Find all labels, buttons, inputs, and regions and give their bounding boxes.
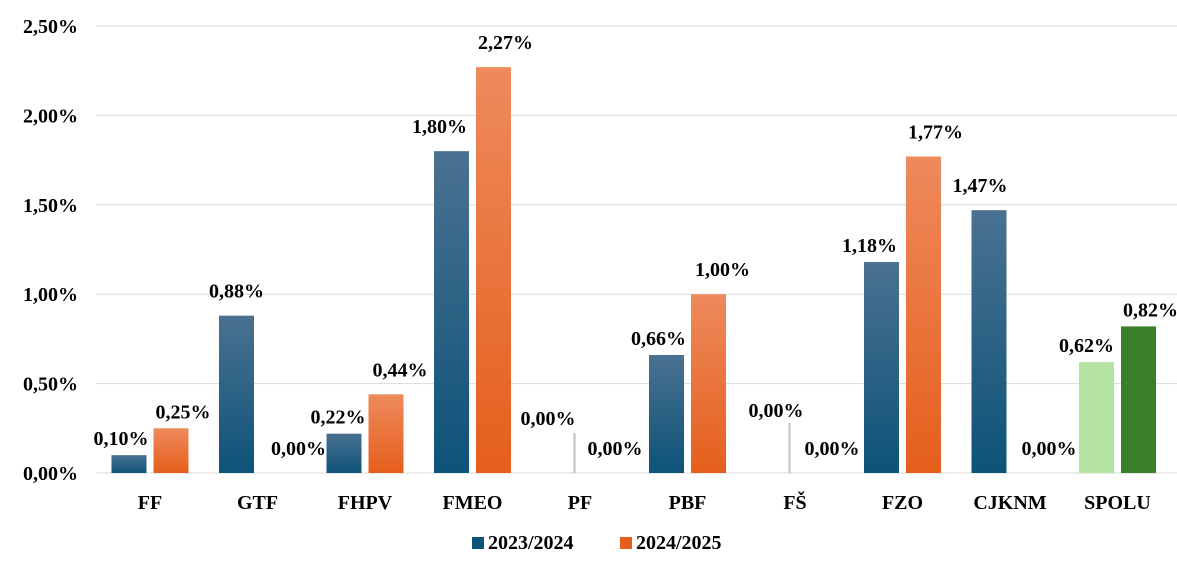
data-label: 0,00% xyxy=(1022,438,1077,460)
legend-swatch-2 xyxy=(620,537,632,549)
data-label: 2,27% xyxy=(478,32,533,54)
bar-series2 xyxy=(476,67,511,474)
y-tick-label: 1,50% xyxy=(23,195,78,217)
legend: 2023/2024 2024/2025 xyxy=(472,532,722,554)
bar-series2 xyxy=(691,294,726,473)
x-category-label: FHPV xyxy=(338,492,393,514)
data-label: 0,10% xyxy=(94,428,149,450)
data-label: 0,22% xyxy=(311,407,366,429)
bar-series1 xyxy=(219,315,254,473)
y-tick-label: 1,00% xyxy=(23,284,78,306)
x-axis-categories: FF GTF FHPV FMEO PF PBF FŠ FZO CJKNM SPOLU xyxy=(138,490,1151,514)
gridlines xyxy=(96,25,1177,474)
bar-series2 xyxy=(368,394,404,473)
x-category-label: FF xyxy=(138,492,162,514)
data-labels: 0,10% 0,25% 0,88% 0,00% 0,22% 0,44% 1,80% 2,27%… xyxy=(94,32,1177,460)
x-category-label: PBF xyxy=(669,492,707,514)
legend-swatch-1 xyxy=(472,537,484,549)
bar-series2 xyxy=(1121,326,1156,473)
bar-series1 xyxy=(649,354,684,473)
data-label: 0,00% xyxy=(749,400,804,422)
data-label: 1,47% xyxy=(953,175,1008,197)
bars xyxy=(111,67,1156,474)
data-label: 0,44% xyxy=(373,359,428,381)
legend-label-1: 2023/2024 xyxy=(488,532,574,554)
data-label: 0,25% xyxy=(156,401,211,423)
x-category-label: CJKNM xyxy=(973,492,1046,514)
y-tick-label: 2,00% xyxy=(23,105,78,127)
data-label: 0,00% xyxy=(588,438,643,460)
data-label: 0,62% xyxy=(1059,335,1114,357)
bar-series1 xyxy=(434,151,469,473)
x-category-label: FMEO xyxy=(443,492,503,514)
data-label: 0,00% xyxy=(271,438,326,460)
data-label: 0,00% xyxy=(521,408,576,430)
x-category-label: FŠ xyxy=(783,490,806,514)
data-label: 0,00% xyxy=(805,438,860,460)
bar-series2 xyxy=(153,428,189,473)
legend-label-2: 2024/2025 xyxy=(636,532,722,554)
x-category-label: FZO xyxy=(882,492,923,514)
y-axis-ticks: 0,00% 0,50% 1,00% 1,50% 2,00% 2,50% xyxy=(23,16,78,485)
x-category-label: GTF xyxy=(237,492,278,514)
data-label: 0,82% xyxy=(1123,299,1177,321)
bar-series2 xyxy=(906,156,941,474)
data-label: 1,77% xyxy=(908,122,963,144)
data-label: 0,66% xyxy=(631,328,686,350)
bar-series1 xyxy=(326,433,362,473)
y-tick-label: 2,50% xyxy=(23,16,78,38)
data-label: 1,00% xyxy=(695,259,750,281)
x-category-label: PF xyxy=(568,492,592,514)
y-tick-label: 0,00% xyxy=(23,463,78,485)
bar-series1 xyxy=(864,262,899,473)
data-label: 0,88% xyxy=(209,281,264,303)
data-label: 1,80% xyxy=(412,116,467,138)
x-category-label: SPOLU xyxy=(1084,492,1151,514)
bar-series1 xyxy=(971,210,1007,473)
data-label: 1,18% xyxy=(842,235,897,257)
y-tick-label: 0,50% xyxy=(23,374,78,396)
bar-series1 xyxy=(1079,362,1114,473)
bar-series1 xyxy=(111,455,147,473)
